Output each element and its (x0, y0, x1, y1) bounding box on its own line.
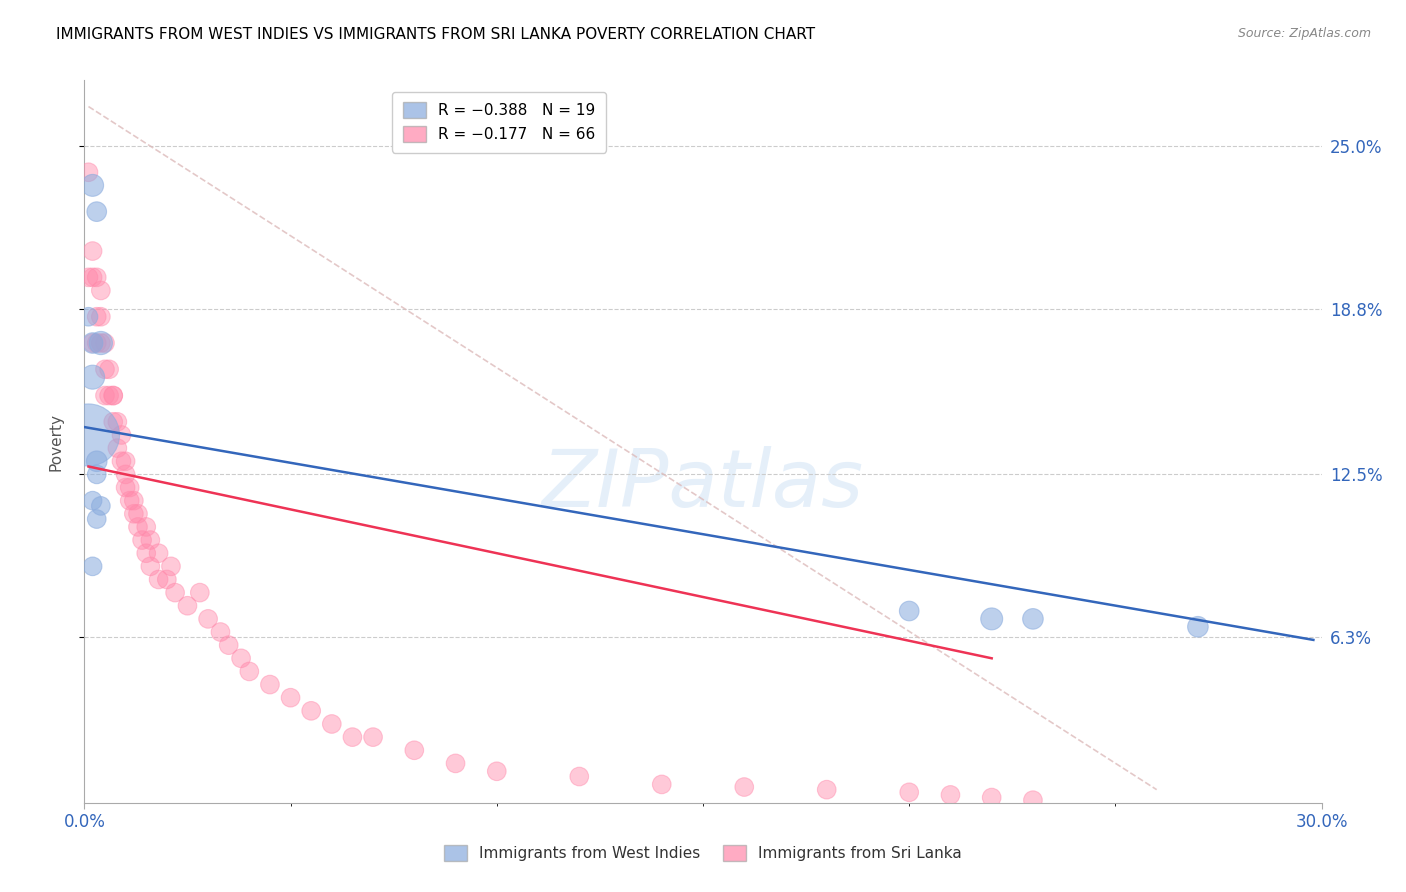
Point (1022, 793, 1045, 807)
Point (980, 790, 1002, 805)
Point (122, 507, 145, 521)
Point (939, 788, 962, 802)
Point (90, 336, 112, 351)
Point (259, 677, 281, 691)
Point (77, 428, 100, 442)
Point (94, 388, 117, 402)
Text: Source: ZipAtlas.com: Source: ZipAtlas.com (1237, 27, 1371, 40)
Point (86, 310, 108, 324)
Point (127, 507, 149, 521)
Point (114, 454, 136, 468)
Point (105, 441, 128, 455)
Point (82, 270, 104, 285)
Point (139, 559, 162, 574)
Point (82, 336, 104, 351)
Point (86, 336, 108, 351)
Point (94, 336, 117, 351)
Point (127, 520, 149, 534)
Point (82, 244, 104, 258)
Point (110, 454, 132, 468)
Point (86, 454, 108, 468)
Point (131, 533, 153, 547)
Point (114, 481, 136, 495)
Point (82, 178, 104, 193)
Point (485, 764, 508, 779)
Point (94, 362, 117, 376)
Point (114, 467, 136, 482)
Point (361, 730, 384, 744)
Text: IMMIGRANTS FROM WEST INDIES VS IMMIGRANTS FROM SRI LANKA POVERTY CORRELATION CHA: IMMIGRANTS FROM WEST INDIES VS IMMIGRANT… (56, 27, 815, 42)
Point (86, 512, 108, 526)
Point (188, 585, 211, 599)
Point (122, 493, 145, 508)
Point (82, 370, 104, 384)
Point (218, 638, 240, 652)
Point (229, 651, 252, 665)
Point (77, 270, 100, 285)
Point (103, 388, 125, 402)
Point (815, 782, 838, 797)
Text: ZIPatlas: ZIPatlas (541, 446, 865, 524)
Point (404, 743, 426, 757)
Point (90, 499, 112, 513)
Point (82, 493, 104, 508)
Point (148, 573, 170, 587)
Point (898, 785, 921, 799)
Point (103, 415, 125, 429)
Point (86, 270, 108, 285)
Point (342, 730, 364, 744)
Point (238, 665, 260, 679)
Point (733, 780, 755, 794)
Point (118, 481, 141, 495)
Point (103, 388, 125, 402)
Point (1022, 612, 1045, 626)
Point (980, 612, 1002, 626)
Point (82, 336, 104, 351)
Point (110, 428, 132, 442)
Point (98, 362, 121, 376)
Point (82, 559, 104, 574)
Point (98, 388, 121, 402)
Point (176, 599, 198, 613)
Point (160, 559, 183, 574)
Point (77, 310, 100, 324)
Point (90, 310, 112, 324)
Point (165, 585, 187, 599)
Point (148, 546, 170, 560)
Point (86, 204, 108, 219)
Point (118, 493, 141, 508)
Point (90, 284, 112, 298)
Point (444, 756, 467, 771)
Point (135, 520, 157, 534)
Point (321, 717, 343, 731)
Point (105, 415, 128, 429)
Point (197, 612, 219, 626)
Point (139, 533, 162, 547)
Point (135, 546, 157, 560)
Point (1187, 620, 1209, 634)
Point (77, 165, 100, 179)
Point (651, 777, 673, 791)
Point (299, 704, 322, 718)
Point (280, 690, 302, 705)
Y-axis label: Poverty: Poverty (49, 412, 63, 471)
Point (209, 625, 232, 640)
Legend: R = −0.388   N = 19, R = −0.177   N = 66: R = −0.388 N = 19, R = −0.177 N = 66 (392, 92, 606, 153)
Point (90, 336, 112, 351)
Point (86, 467, 108, 482)
Point (898, 604, 921, 618)
Point (156, 573, 179, 587)
Point (568, 770, 591, 784)
